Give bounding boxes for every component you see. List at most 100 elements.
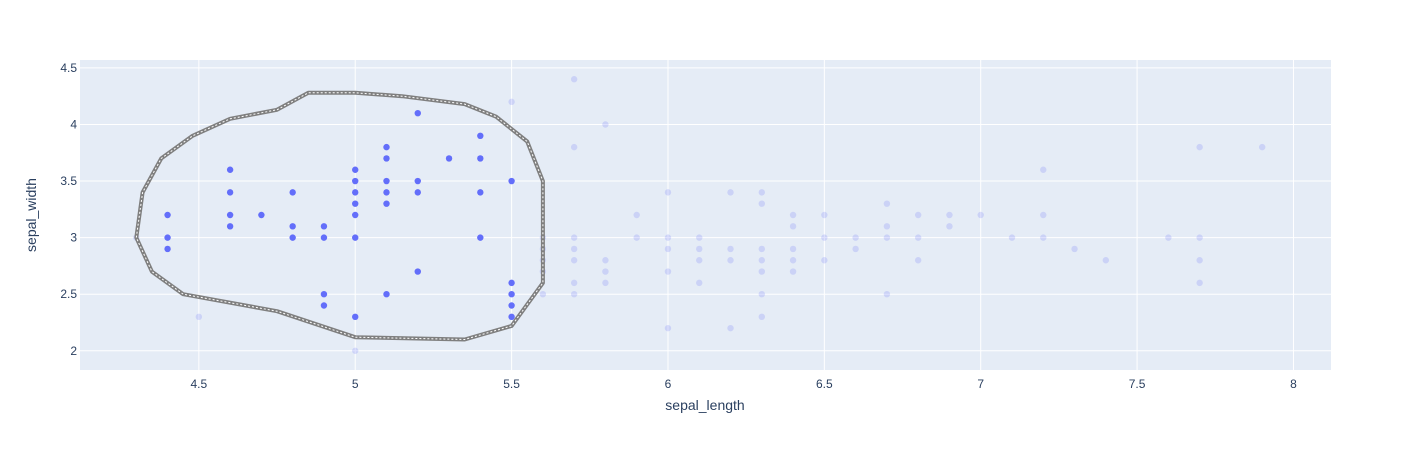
unselected-point[interactable] (883, 234, 891, 241)
unselected-point[interactable] (789, 223, 797, 230)
selected-point[interactable] (352, 200, 359, 207)
unselected-point[interactable] (727, 189, 734, 196)
unselected-point[interactable] (1165, 234, 1172, 241)
selected-point[interactable] (383, 189, 390, 196)
selected-point[interactable] (164, 234, 171, 241)
unselected-point[interactable] (789, 257, 797, 264)
selected-point[interactable] (477, 155, 484, 162)
unselected-point[interactable] (1196, 257, 1203, 264)
unselected-point[interactable] (570, 257, 578, 264)
unselected-point[interactable] (1196, 143, 1203, 151)
unselected-point[interactable] (696, 279, 703, 287)
unselected-point[interactable] (1196, 234, 1203, 241)
selected-point[interactable] (414, 189, 421, 196)
unselected-point[interactable] (570, 143, 578, 151)
unselected-point[interactable] (570, 245, 578, 253)
data-points[interactable] (133, 76, 1266, 354)
unselected-point[interactable] (602, 279, 609, 287)
unselected-point[interactable] (727, 257, 734, 264)
unselected-point[interactable] (977, 211, 984, 219)
unselected-point[interactable] (914, 234, 922, 241)
selected-point[interactable] (383, 143, 390, 151)
selected-point[interactable] (352, 234, 359, 241)
selected-point[interactable] (320, 234, 328, 241)
selected-point[interactable] (508, 313, 515, 321)
selected-point[interactable] (320, 290, 328, 298)
unselected-point[interactable] (821, 234, 828, 241)
unselected-point[interactable] (883, 200, 891, 207)
selected-point[interactable] (226, 211, 234, 219)
selected-point[interactable] (320, 302, 328, 309)
unselected-point[interactable] (1040, 234, 1047, 241)
unselected-point[interactable] (821, 257, 828, 264)
unselected-point[interactable] (1196, 279, 1203, 287)
unselected-point[interactable] (758, 313, 765, 321)
unselected-point[interactable] (914, 257, 922, 264)
selected-point[interactable] (414, 109, 421, 117)
unselected-point[interactable] (1008, 234, 1016, 241)
selected-point[interactable] (414, 268, 421, 275)
unselected-point[interactable] (602, 257, 609, 264)
selected-point[interactable] (164, 245, 171, 253)
selected-point[interactable] (226, 189, 234, 196)
unselected-point[interactable] (1258, 143, 1266, 151)
unselected-point[interactable] (789, 211, 797, 219)
unselected-point[interactable] (570, 290, 578, 298)
selected-point[interactable] (352, 313, 359, 321)
unselected-point[interactable] (883, 290, 891, 298)
selected-point[interactable] (352, 211, 359, 219)
unselected-point[interactable] (633, 234, 640, 241)
selected-point[interactable] (383, 290, 390, 298)
unselected-point[interactable] (946, 223, 953, 230)
selected-point[interactable] (508, 279, 515, 287)
unselected-point[interactable] (570, 76, 578, 83)
unselected-point[interactable] (1040, 166, 1047, 173)
selected-point[interactable] (352, 166, 359, 173)
unselected-point[interactable] (914, 211, 922, 219)
unselected-point[interactable] (758, 290, 765, 298)
selected-point[interactable] (289, 189, 296, 196)
selected-point[interactable] (164, 211, 171, 219)
selected-point[interactable] (508, 290, 515, 298)
unselected-point[interactable] (758, 257, 765, 264)
unselected-point[interactable] (852, 245, 859, 253)
unselected-point[interactable] (696, 234, 703, 241)
unselected-point[interactable] (789, 245, 797, 253)
selected-point[interactable] (383, 200, 390, 207)
unselected-point[interactable] (758, 189, 765, 196)
selected-point[interactable] (383, 177, 390, 185)
unselected-point[interactable] (602, 121, 609, 128)
selected-point[interactable] (477, 132, 484, 140)
unselected-point[interactable] (570, 234, 578, 241)
selected-point[interactable] (289, 234, 296, 241)
unselected-point[interactable] (946, 211, 953, 219)
selected-point[interactable] (226, 166, 234, 173)
selected-point[interactable] (258, 211, 265, 219)
selected-point[interactable] (414, 177, 421, 185)
unselected-point[interactable] (758, 268, 765, 275)
unselected-point[interactable] (1071, 245, 1078, 253)
unselected-point[interactable] (789, 268, 797, 275)
selected-point[interactable] (320, 223, 328, 230)
selected-point[interactable] (226, 223, 234, 230)
unselected-point[interactable] (1040, 211, 1047, 219)
selected-point[interactable] (508, 177, 515, 185)
unselected-point[interactable] (508, 98, 515, 106)
unselected-point[interactable] (664, 268, 672, 275)
selected-point[interactable] (352, 189, 359, 196)
unselected-point[interactable] (539, 290, 547, 298)
unselected-point[interactable] (883, 223, 891, 230)
unselected-point[interactable] (852, 234, 859, 241)
unselected-point[interactable] (696, 257, 703, 264)
unselected-point[interactable] (602, 268, 609, 275)
unselected-point[interactable] (727, 245, 734, 253)
unselected-point[interactable] (664, 234, 672, 241)
unselected-point[interactable] (821, 211, 828, 219)
unselected-point[interactable] (696, 245, 703, 253)
selected-point[interactable] (352, 177, 359, 185)
selected-point[interactable] (477, 234, 484, 241)
unselected-point[interactable] (570, 279, 578, 287)
unselected-point[interactable] (758, 245, 765, 253)
selected-point[interactable] (445, 155, 453, 162)
selected-point[interactable] (383, 155, 390, 162)
